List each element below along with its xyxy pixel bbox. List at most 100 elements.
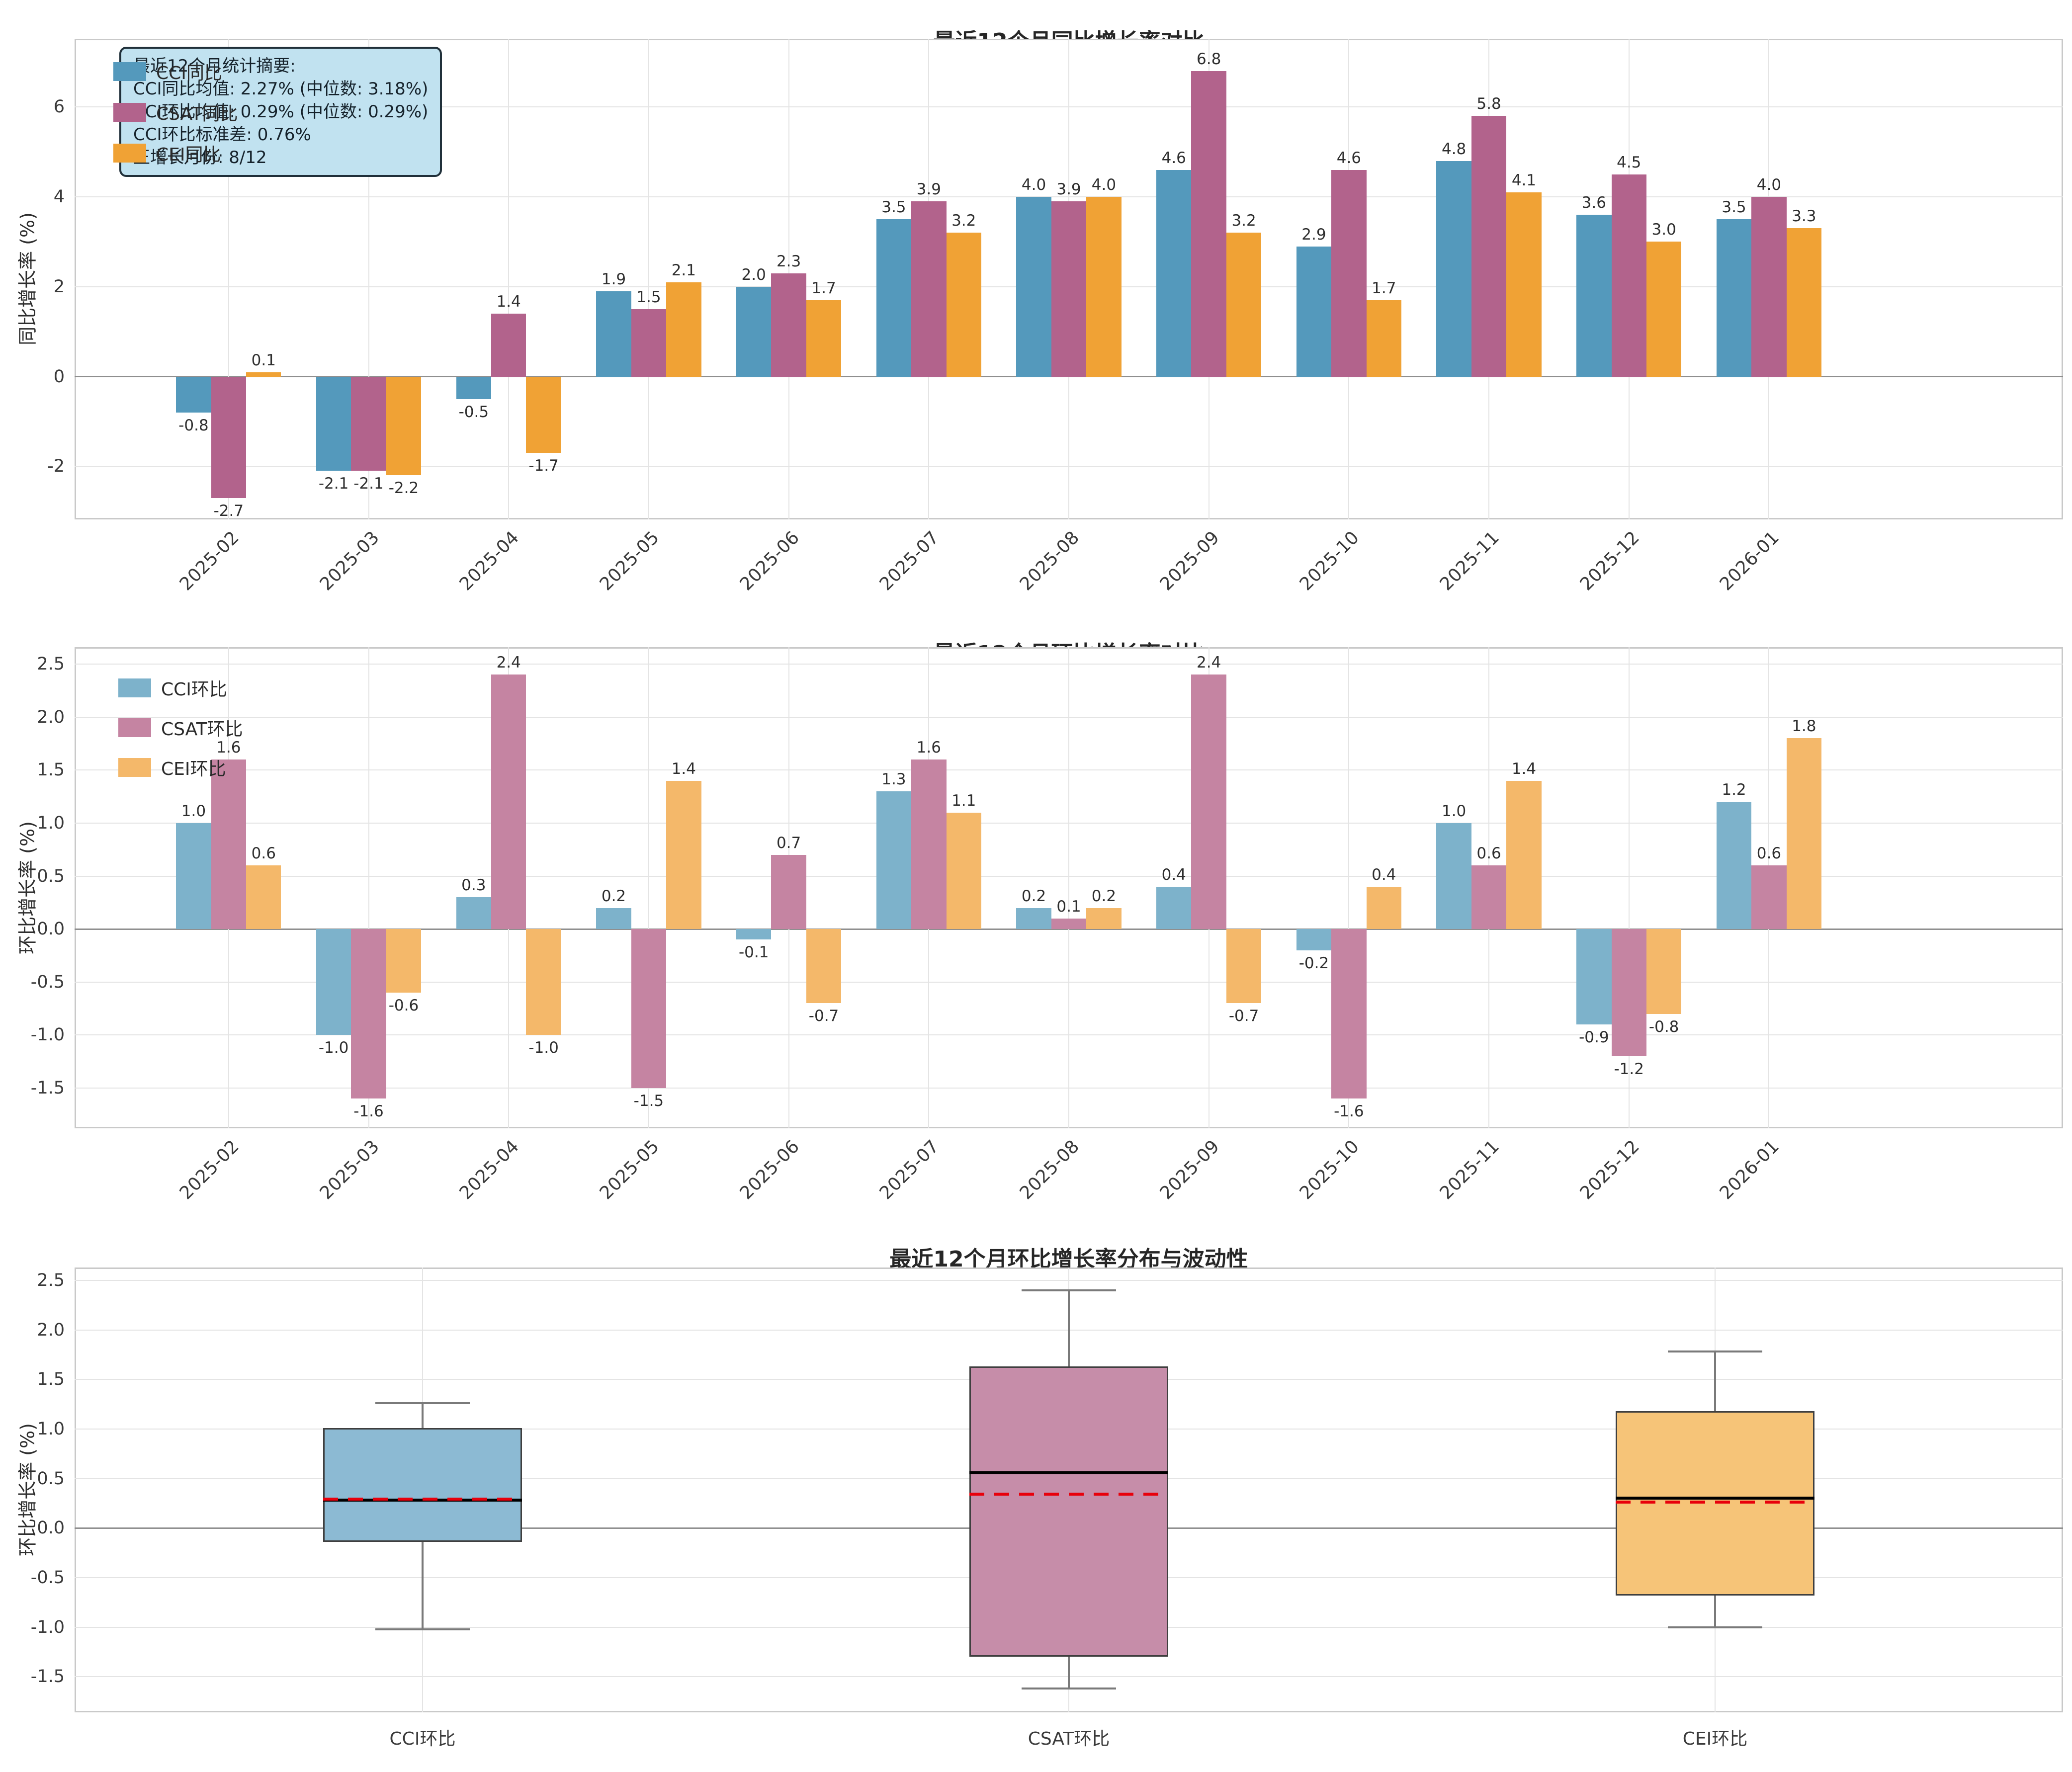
stats-line: CCI环比标准差: 0.76% bbox=[133, 125, 311, 145]
bar-csat-2025-05 bbox=[631, 309, 667, 377]
bar-csat-2025-10 bbox=[1331, 169, 1367, 377]
legend-swatch-cei-yoy-icon bbox=[113, 144, 146, 163]
bar-csat-2026-01 bbox=[1751, 197, 1787, 377]
bar-cci-2025-07 bbox=[876, 219, 912, 377]
x-category-label-cci: CCI环比 bbox=[389, 1729, 456, 1749]
legend-item-cei-yoy: CEI同比 bbox=[113, 140, 238, 166]
bar-cei-2025-12 bbox=[1646, 242, 1682, 377]
y-tick-label: 2.0 bbox=[37, 707, 65, 727]
x-tick-label-2025-09: 2025-09 bbox=[1156, 527, 1223, 595]
bar-value-cci-2025-03: -1.0 bbox=[318, 1039, 349, 1057]
bar-value-cci-2025-09: 0.4 bbox=[1161, 865, 1186, 884]
bar-value-cei-2025-04: -1.7 bbox=[528, 457, 559, 475]
bar-value-cei-2025-09: 3.2 bbox=[1231, 212, 1256, 230]
bar-value-csat-2025-12: -1.2 bbox=[1614, 1060, 1644, 1078]
bar-value-cci-2025-10: -0.2 bbox=[1298, 954, 1329, 972]
x-tick-label-2025-07: 2025-07 bbox=[875, 1136, 944, 1204]
bar-value-csat-2025-06: 2.3 bbox=[776, 252, 801, 270]
bar-value-cci-2025-10: 2.9 bbox=[1301, 225, 1326, 244]
bar-cei-2026-01 bbox=[1786, 228, 1822, 377]
x-tick-label-2025-11: 2025-11 bbox=[1436, 1136, 1504, 1204]
legend-item-cei-mom: CEI环比 bbox=[118, 755, 243, 780]
bar-cei-2025-10 bbox=[1366, 886, 1401, 929]
whisker-cap-high-cei bbox=[1668, 1350, 1762, 1353]
bar-value-csat-2025-10: 4.6 bbox=[1336, 149, 1362, 167]
legend-swatch-csat-mom-icon bbox=[118, 718, 151, 737]
bar-cei-2025-09 bbox=[1226, 929, 1262, 1004]
bar-value-cei-2025-05: 1.4 bbox=[671, 759, 696, 778]
bar-csat-2026-01 bbox=[1751, 865, 1787, 929]
legend-item-cci-yoy: CCI同比 bbox=[113, 59, 238, 84]
gridline-x-2025-03 bbox=[368, 647, 369, 1128]
bar-value-csat-2025-11: 0.6 bbox=[1476, 844, 1501, 863]
x-tick-label-2025-02: 2025-02 bbox=[175, 1136, 243, 1204]
bar-value-cei-2025-09: -0.7 bbox=[1228, 1007, 1259, 1025]
y-tick-label: 1.0 bbox=[37, 813, 65, 833]
x-tick-label-2025-05: 2025-05 bbox=[596, 1136, 663, 1204]
bar-value-cei-2025-11: 4.1 bbox=[1511, 171, 1537, 190]
bar-csat-2025-04 bbox=[491, 314, 526, 377]
bar-cci-2025-11 bbox=[1436, 823, 1471, 929]
bar-value-cci-2025-07: 1.3 bbox=[881, 770, 906, 788]
y-tick-label: 1.5 bbox=[37, 1369, 65, 1390]
bar-value-cei-2025-12: -0.8 bbox=[1648, 1017, 1679, 1036]
bar-value-csat-2025-09: 6.8 bbox=[1197, 50, 1221, 69]
y-tick-label: -1.5 bbox=[30, 1667, 65, 1687]
x-tick-label-2025-08: 2025-08 bbox=[1016, 527, 1083, 595]
bar-value-csat-2025-02: -2.7 bbox=[213, 502, 244, 520]
legend-label-cci-yoy: CCI同比 bbox=[156, 63, 222, 84]
x-tick-label-2025-02: 2025-02 bbox=[175, 527, 243, 595]
legend-label-cei-yoy: CEI同比 bbox=[156, 145, 221, 165]
bar-value-cei-2025-05: 2.1 bbox=[671, 261, 696, 279]
bar-cei-2025-02 bbox=[246, 372, 281, 377]
legend-item-csat-mom: CSAT环比 bbox=[118, 715, 243, 741]
bar-cci-2025-02 bbox=[176, 823, 211, 929]
bar-cei-2025-03 bbox=[386, 929, 422, 993]
x-tick-label-2025-10: 2025-10 bbox=[1296, 1136, 1364, 1204]
x-tick-label-2025-12: 2025-12 bbox=[1576, 527, 1643, 595]
bar-value-csat-2025-12: 4.5 bbox=[1617, 153, 1641, 171]
bar-value-cei-2025-07: 1.1 bbox=[951, 791, 976, 810]
bar-value-cci-2025-06: -0.1 bbox=[738, 943, 769, 962]
bar-value-cei-2025-10: 0.4 bbox=[1372, 865, 1396, 884]
bar-cei-2025-07 bbox=[946, 233, 981, 377]
box-csat bbox=[969, 1366, 1168, 1657]
bar-cci-2025-06 bbox=[736, 286, 772, 377]
y-tick-label: 0.0 bbox=[37, 919, 65, 939]
bar-csat-2025-05 bbox=[631, 929, 667, 1088]
bar-csat-2025-04 bbox=[491, 675, 526, 929]
bar-value-csat-2025-08: 3.9 bbox=[1056, 180, 1081, 199]
bar-value-cci-2025-12: 3.6 bbox=[1581, 194, 1606, 212]
bar-cei-2025-10 bbox=[1366, 300, 1401, 377]
chart-yoy-ylabel: 同比增长率 (%) bbox=[16, 212, 39, 345]
box-cci bbox=[323, 1428, 522, 1542]
bar-value-cci-2025-04: 0.3 bbox=[461, 876, 486, 895]
x-category-label-csat: CSAT环比 bbox=[1028, 1729, 1110, 1749]
bar-csat-2025-07 bbox=[911, 759, 947, 929]
stats-box: 最近12个月统计摘要: CCI同比均值: 2.27% (中位数: 3.18%) … bbox=[119, 47, 442, 177]
bar-cei-2025-04 bbox=[526, 929, 561, 1035]
y-tick-label: -1.5 bbox=[30, 1078, 65, 1098]
bar-value-cci-2025-05: 0.2 bbox=[601, 887, 626, 905]
bar-csat-2025-02 bbox=[211, 759, 247, 929]
legend-label-cei-mom: CEI环比 bbox=[161, 759, 226, 779]
bar-value-cci-2025-03: -2.1 bbox=[318, 475, 349, 493]
stats-line: CCI环比均值: 0.29% (中位数: 0.29%) bbox=[133, 102, 429, 122]
bar-cei-2025-09 bbox=[1226, 233, 1262, 377]
bar-value-cci-2025-08: 4.0 bbox=[1021, 176, 1046, 194]
x-tick-label-2025-08: 2025-08 bbox=[1016, 1136, 1083, 1204]
y-tick-label: -0.5 bbox=[30, 972, 65, 992]
bar-csat-2025-10 bbox=[1331, 929, 1367, 1099]
legend-label-csat-yoy: CSAT同比 bbox=[156, 104, 238, 124]
x-tick-label-2025-06: 2025-06 bbox=[736, 1136, 803, 1204]
bar-value-cci-2025-11: 1.0 bbox=[1441, 802, 1467, 820]
bar-value-cci-2025-09: 4.6 bbox=[1161, 149, 1186, 167]
gridline-x-2025-12 bbox=[1628, 647, 1630, 1128]
bar-csat-2025-09 bbox=[1191, 675, 1226, 929]
median-line-cei bbox=[1616, 1497, 1814, 1500]
bar-csat-2025-06 bbox=[771, 854, 806, 929]
bar-cei-2025-07 bbox=[946, 812, 981, 929]
bar-value-cci-2025-05: 1.9 bbox=[601, 270, 626, 288]
whisker-cap-high-cci bbox=[375, 1402, 470, 1405]
